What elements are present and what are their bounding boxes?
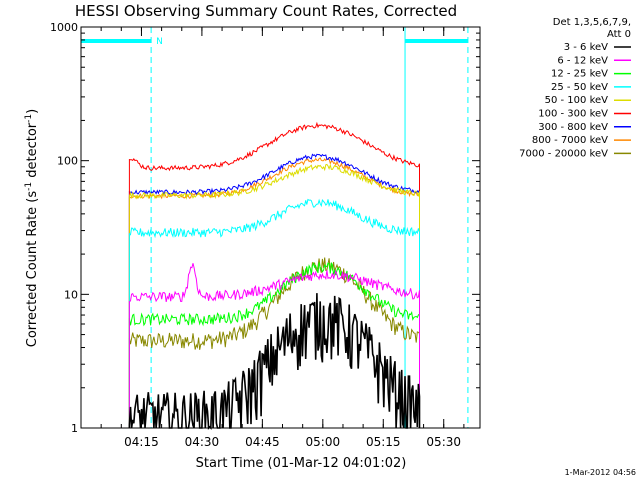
saa-marker-label: N (156, 37, 163, 47)
series-line-2 (128, 263, 420, 428)
series-line-8 (128, 157, 420, 428)
y-tick-label: 10 (64, 288, 78, 301)
y-tick-label: 1000 (50, 21, 78, 34)
y-axis-label: Corrected Count Rate (s-1 detector-1) (24, 109, 40, 347)
legend-label: 3 - 6 keV (564, 42, 608, 53)
legend-label: 25 - 50 keV (551, 82, 608, 93)
plot-area: N (80, 27, 469, 430)
legend-label: 12 - 25 keV (551, 69, 608, 80)
series-line-9 (128, 257, 420, 428)
series-line-6 (128, 121, 420, 428)
footer-timestamp: 1-Mar-2012 04:56 (565, 468, 636, 477)
series-line-7 (128, 153, 420, 428)
y-label-part-3: ) (25, 109, 40, 114)
y-label-part-2: detector (25, 122, 40, 182)
legend-label: 100 - 300 keV (538, 109, 608, 120)
plot-frame (80, 26, 481, 429)
chart-title: HESSI Observing Summary Count Rates, Cor… (75, 2, 457, 20)
x-axis-label: Start Time (01-Mar-12 04:01:02) (196, 456, 407, 471)
y-tick-label: 1 (71, 422, 78, 435)
axes: 1 10 100 1000 04:15 04:30 04:45 05:00 05:15 05:30 (50, 21, 481, 449)
series-line-3 (128, 261, 420, 428)
x-tick-label: 04:15 (124, 435, 159, 449)
x-tick-label: 05:15 (366, 435, 401, 449)
legend-label: 300 - 800 keV (538, 122, 608, 133)
series-line-5 (128, 163, 420, 428)
y-label-part-1: Corrected Count Rate (s (25, 191, 40, 348)
legend-header-line: Det 1,3,5,6,7,9, (553, 17, 631, 28)
legend-label: 800 - 7000 keV (532, 135, 608, 146)
series-line-4 (128, 198, 420, 428)
legend: Det 1,3,5,6,7,9,Att 0 3 - 6 keV 6 - 12 keV… (519, 17, 631, 159)
x-tick-label: 04:45 (245, 435, 280, 449)
y-label-exp-2: -1 (24, 114, 34, 123)
x-tick-label: 05:30 (426, 435, 461, 449)
x-tick-label: 05:00 (306, 435, 341, 449)
series-line-1 (128, 293, 421, 430)
legend-header-line: Att 0 (607, 29, 631, 40)
legend-label: 6 - 12 keV (557, 55, 608, 66)
legend-label: 50 - 100 keV (545, 95, 609, 106)
y-label-exp-1: -1 (24, 182, 34, 191)
x-tick-label: 04:30 (185, 435, 220, 449)
y-tick-label: 100 (57, 155, 78, 168)
legend-label: 7000 - 20000 keV (519, 148, 608, 159)
